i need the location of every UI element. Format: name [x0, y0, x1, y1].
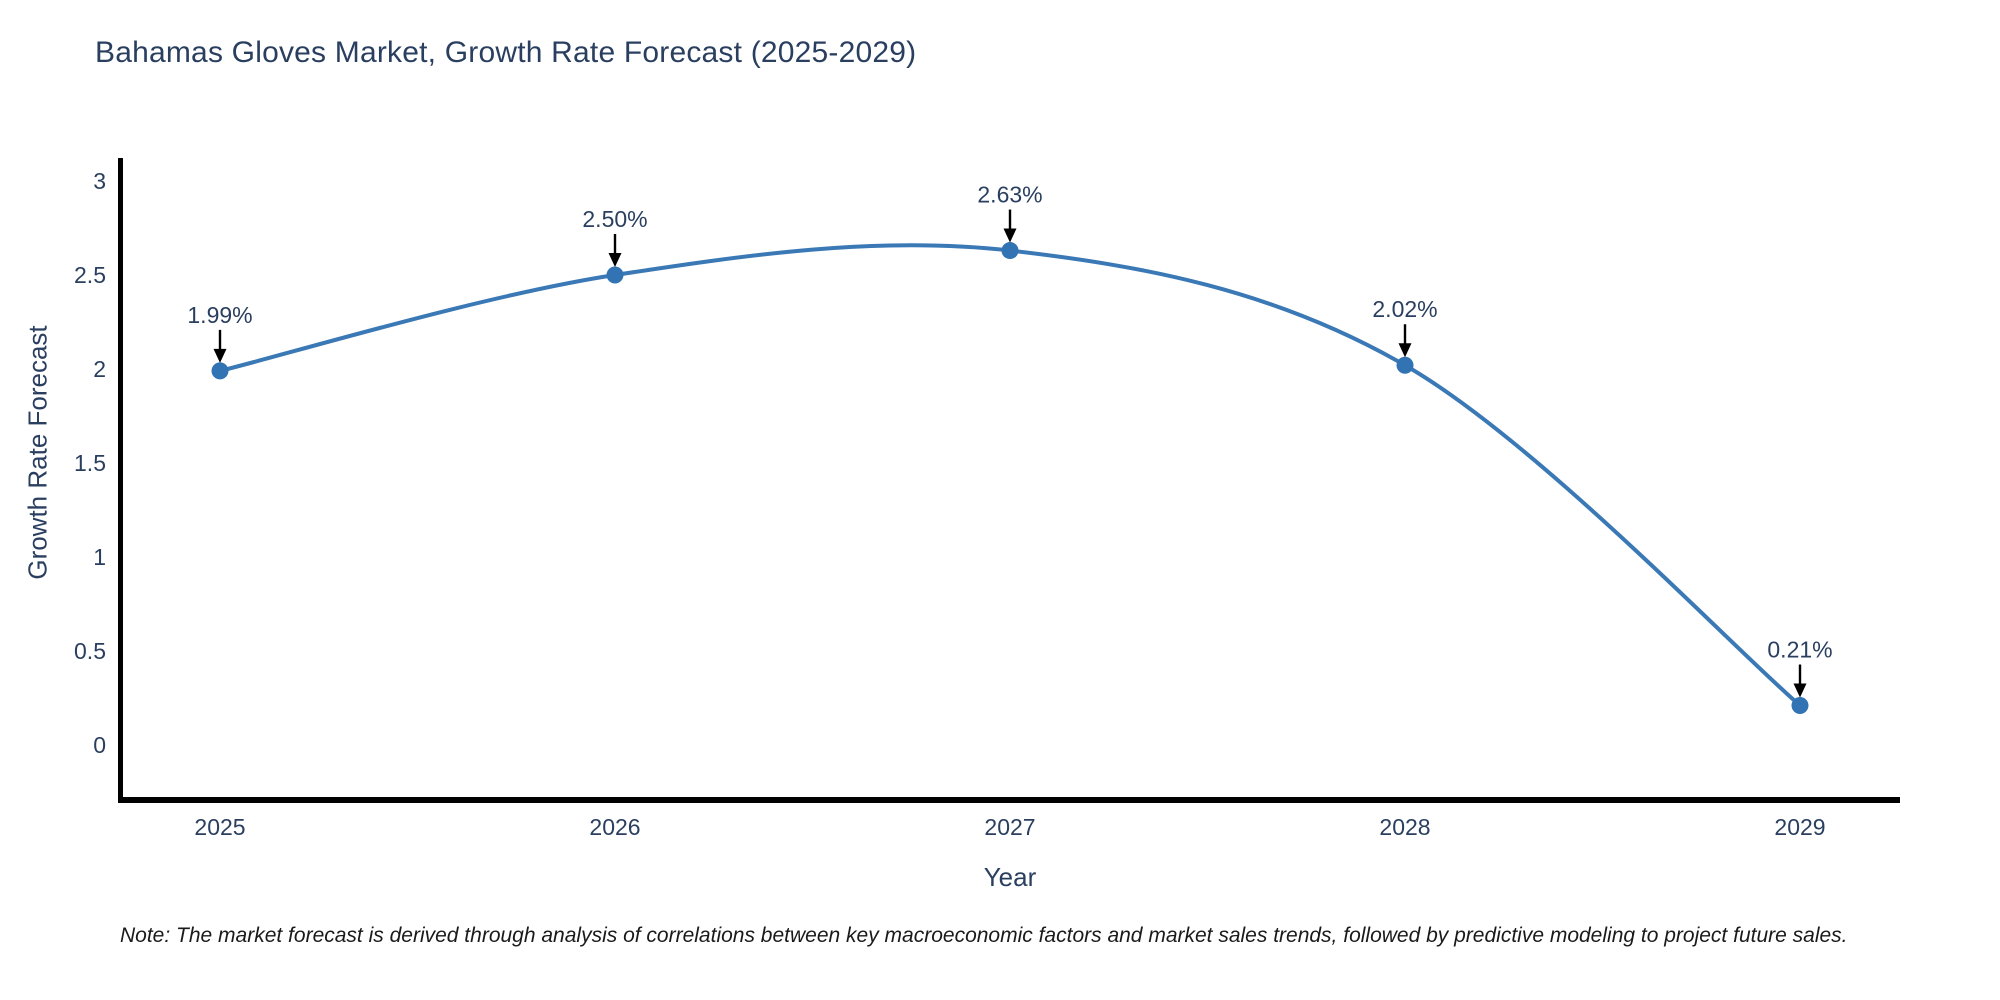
x-axis-line [118, 797, 1900, 803]
data-point-2026[interactable] [606, 266, 624, 284]
y-tick-label: 3 [93, 168, 106, 194]
point-value-label: 0.21% [1767, 637, 1832, 663]
chart-title: Bahamas Gloves Market, Growth Rate Forec… [95, 36, 917, 69]
data-point-2027[interactable] [1001, 242, 1019, 260]
annotation-arrowhead-icon [1398, 343, 1412, 358]
point-value-label: 2.02% [1372, 296, 1437, 322]
forecast-line [218, 243, 1802, 708]
x-axis-title: Year [983, 862, 1037, 892]
y-axis-title: Growth Rate Forecast [22, 325, 53, 580]
y-tick-label: 2.5 [74, 262, 106, 288]
point-value-label: 2.63% [977, 182, 1042, 208]
y-tick-label: 1 [93, 544, 106, 570]
x-tick-label: 2025 [194, 814, 245, 840]
annotation-arrowhead-icon [213, 348, 227, 363]
data-point-2025[interactable] [211, 362, 229, 380]
x-tick-label: 2026 [589, 814, 640, 840]
annotation-arrowhead-icon [608, 253, 622, 267]
y-tick-label: 0.5 [74, 638, 106, 664]
annotation-arrowhead-icon [1003, 228, 1017, 243]
point-value-label: 1.99% [187, 302, 252, 328]
x-tick-label: 2027 [984, 814, 1035, 840]
annotation-arrowhead-icon [1793, 683, 1807, 698]
y-tick-label: 2 [93, 356, 106, 382]
x-tick-label: 2029 [1774, 814, 1825, 840]
y-tick-label: 0 [93, 732, 106, 758]
chart-note: Note: The market forecast is derived thr… [120, 924, 1848, 947]
y-tick-label: 1.5 [74, 450, 106, 476]
point-value-label: 2.50% [582, 206, 647, 232]
data-point-2029[interactable] [1791, 697, 1809, 715]
data-point-2028[interactable] [1396, 356, 1414, 374]
x-tick-label: 2028 [1379, 814, 1430, 840]
y-axis-line [118, 158, 123, 803]
